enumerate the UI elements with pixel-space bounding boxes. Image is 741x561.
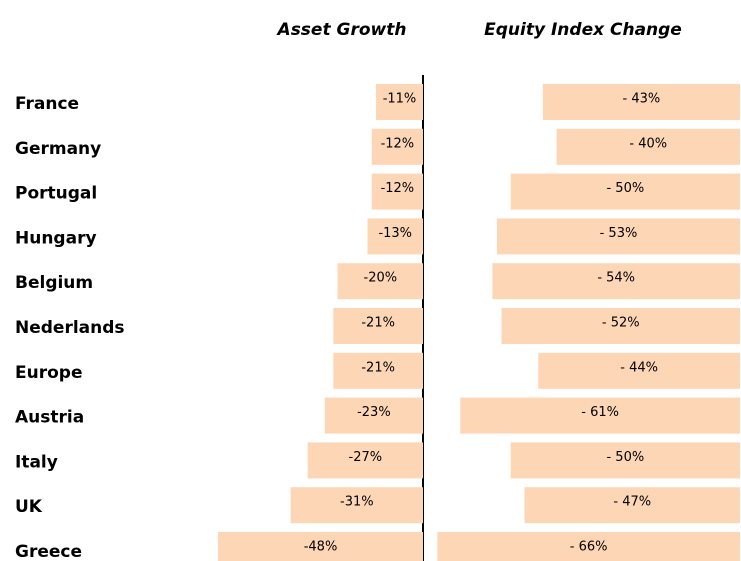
value-label: -11% [383, 92, 417, 107]
bar [510, 442, 740, 479]
bar [337, 263, 423, 300]
category-label: Germany [15, 139, 101, 159]
value-label: -48% [304, 540, 338, 555]
value-label: - 43% [623, 92, 661, 107]
category-label: Greece [15, 542, 82, 561]
category-label: France [15, 94, 79, 114]
value-label: - 61% [581, 405, 619, 420]
value-label: -23% [357, 405, 391, 420]
value-label: -12% [381, 136, 415, 151]
value-label: -21% [361, 360, 395, 375]
bar [496, 218, 740, 255]
bar [371, 128, 423, 165]
bar [376, 84, 423, 120]
value-label: -20% [364, 271, 398, 286]
category-label: Italy [15, 452, 58, 472]
bar [556, 128, 740, 165]
value-label: -13% [378, 226, 412, 241]
category-label: Portugal [15, 184, 97, 204]
value-label: - 54% [597, 271, 635, 286]
bar [538, 352, 740, 389]
bar [290, 487, 423, 524]
bar [324, 397, 423, 434]
category-label: UK [15, 497, 43, 517]
bar [333, 308, 423, 344]
bar [460, 397, 740, 434]
value-label: - 44% [620, 360, 658, 375]
category-label: Belgium [15, 273, 93, 293]
value-label: - 52% [602, 316, 640, 331]
bar [367, 218, 423, 255]
panel-title: Equity Index Change [484, 20, 682, 40]
bar [524, 487, 740, 524]
bar [371, 173, 423, 210]
bar [510, 173, 740, 210]
panel-title: Asset Growth [276, 20, 407, 40]
value-label: - 66% [570, 540, 608, 555]
bar [307, 442, 423, 479]
bar [501, 308, 740, 344]
value-label: -27% [349, 450, 383, 465]
value-label: -21% [361, 316, 395, 331]
bar [492, 263, 740, 300]
category-label: Hungary [15, 228, 97, 248]
value-label: - 47% [613, 495, 651, 510]
bar [218, 532, 423, 561]
value-label: -31% [340, 495, 374, 510]
bar [333, 352, 423, 389]
category-label: Nederlands [15, 318, 125, 338]
value-label: - 50% [606, 450, 644, 465]
category-label: Europe [15, 363, 82, 383]
value-label: - 40% [629, 136, 667, 151]
bar [542, 84, 740, 120]
value-label: -12% [381, 181, 415, 196]
value-label: - 53% [600, 226, 638, 241]
bar [437, 532, 740, 561]
value-label: - 50% [606, 181, 644, 196]
category-label: Austria [15, 408, 84, 428]
